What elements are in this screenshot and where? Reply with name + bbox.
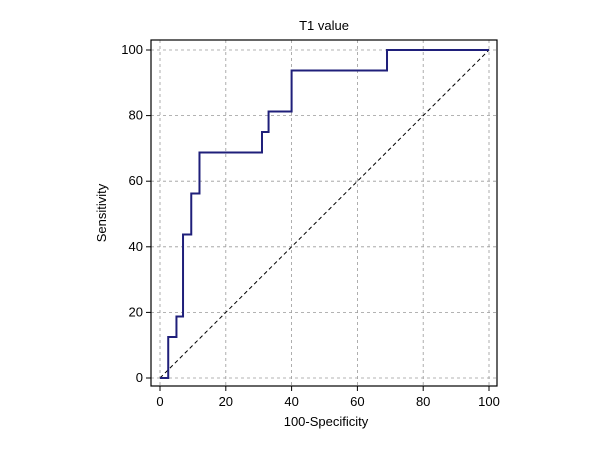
x-tick-label: 20 (219, 394, 233, 409)
y-tick-label: 20 (129, 304, 143, 319)
y-axis: 0 20 40 60 80 100 (121, 42, 151, 385)
y-tick-label: 100 (121, 42, 143, 57)
roc-curve (160, 49, 489, 379)
chart-title: T1 value (299, 18, 349, 33)
y-tick-label: 40 (129, 239, 143, 254)
x-tick-label: 0 (156, 394, 163, 409)
grid-lines (151, 40, 497, 386)
x-axis: 0 20 40 60 80 100 (156, 386, 500, 409)
y-tick-label: 80 (129, 108, 143, 123)
x-axis-label: 100-Specificity (284, 414, 369, 429)
x-tick-label: 100 (478, 394, 500, 409)
x-tick-label: 60 (350, 394, 364, 409)
diagonal-reference-line (159, 49, 490, 379)
plot-frame (150, 39, 498, 387)
x-tick-label: 40 (284, 394, 298, 409)
y-axis-label: Sensitivity (94, 183, 109, 242)
y-tick-label: 0 (136, 370, 143, 385)
x-tick-label: 80 (416, 394, 430, 409)
y-tick-label: 60 (129, 173, 143, 188)
